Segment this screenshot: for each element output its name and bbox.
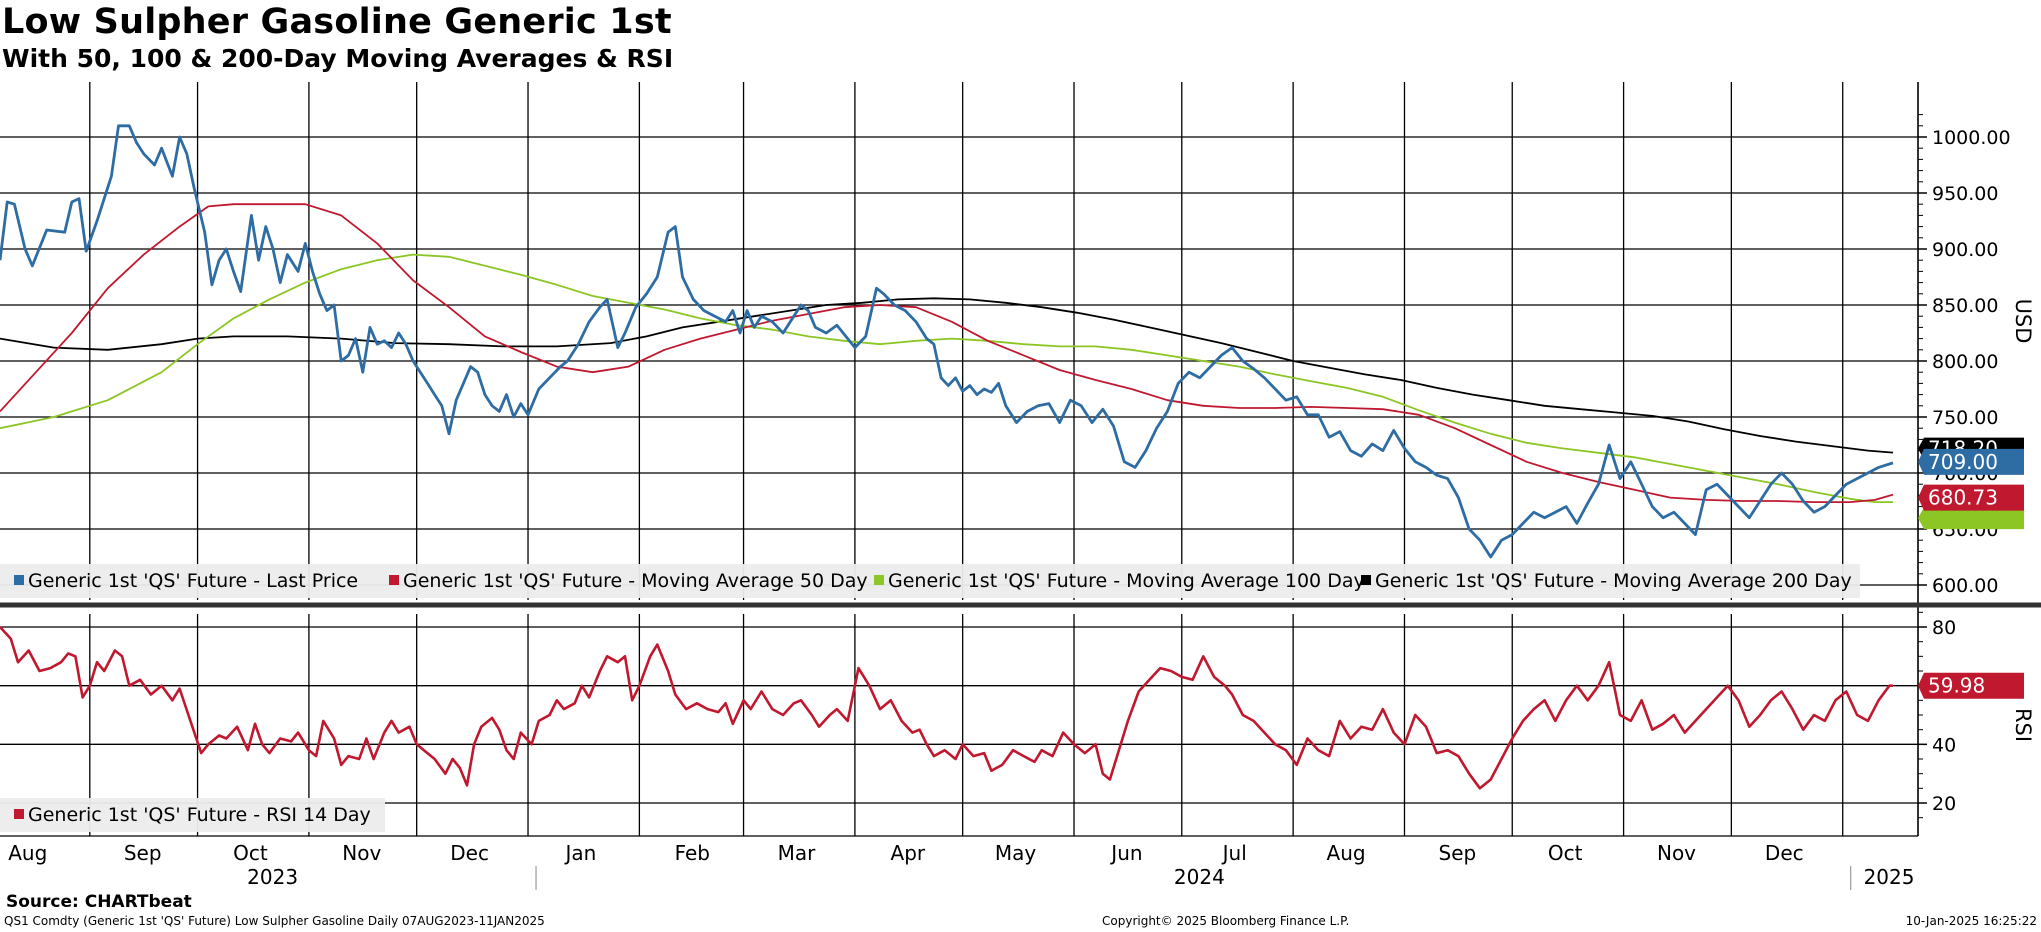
x-month-label: Nov [1657, 841, 1696, 865]
x-month-label: Sep [124, 841, 162, 865]
axes: 1000.00950.00900.00850.00800.00750.00700… [0, 82, 2041, 890]
last-value-tag-price [1918, 448, 2024, 475]
last-value-tag-ma50 [1918, 484, 2024, 511]
y-axis-title-usd: USD [2011, 299, 2035, 344]
y-tick-label: 750.00 [1932, 407, 1998, 429]
x-month-label: Aug [8, 841, 47, 865]
y-tick-label: 850.00 [1932, 295, 1998, 317]
y-tick-label: 900.00 [1932, 239, 1998, 261]
last-value-tag-ma100 [1918, 507, 2024, 530]
x-month-label: May [995, 841, 1037, 865]
y-tick-label: 600.00 [1932, 575, 1998, 597]
legend-label: Generic 1st 'QS' Future - Moving Average… [403, 570, 868, 592]
ticker-info: QS1 Comdty (Generic 1st 'QS' Future) Low… [4, 914, 545, 928]
x-month-label: Nov [342, 841, 381, 865]
legend-swatch [389, 575, 399, 585]
ma200-line [0, 297, 1894, 454]
x-month-label: Oct [233, 841, 268, 865]
x-month-label: Oct [1548, 841, 1583, 865]
y-tick-label: 80 [1932, 617, 1956, 639]
x-month-label: Jun [1109, 841, 1142, 865]
x-year-label: 2025 [1864, 865, 1915, 889]
x-month-label: Sep [1439, 841, 1477, 865]
price-line [0, 124, 1894, 559]
last-value-text-rsi: 59.98 [1928, 674, 1985, 698]
y-tick-label: 20 [1932, 793, 1956, 815]
x-month-label: Dec [1765, 841, 1804, 865]
y-tick-label: 1000.00 [1932, 127, 2011, 149]
y-axis-title-rsi: RSI [2011, 708, 2035, 742]
last-value-tag-rsi [1918, 672, 2024, 699]
last-value-text-price: 709.00 [1928, 450, 1998, 474]
chart-subtitle: With 50, 100 & 200-Day Moving Averages &… [2, 44, 674, 73]
x-month-label: Jul [1221, 841, 1247, 865]
x-month-label: Mar [778, 841, 817, 865]
upper-legend: Generic 1st 'QS' Future - Last Price Gene… [0, 564, 1860, 598]
legend-label: Generic 1st 'QS' Future - RSI 14 Day [28, 804, 371, 826]
source-label: Source: CHARTbeat [6, 892, 192, 912]
y-tick-label: 40 [1932, 734, 1956, 756]
rsi-line [0, 626, 1893, 790]
legend-background [0, 798, 385, 832]
x-year-label: 2023 [247, 865, 298, 889]
x-month-label: Apr [891, 841, 926, 865]
x-year-label: 2024 [1174, 865, 1225, 889]
legend-swatch [14, 809, 24, 819]
y-tick-label: 950.00 [1932, 183, 1998, 205]
x-month-label: Jan [564, 841, 597, 865]
copyright: Copyright© 2025 Bloomberg Finance L.P. [1102, 914, 1350, 928]
upper-series-lines [0, 124, 1894, 559]
upper-gridlines [0, 82, 1918, 600]
chart-title: Low Sulpher Gasoline Generic 1st [2, 2, 672, 42]
x-month-label: Feb [675, 841, 710, 865]
timestamp: 10-Jan-2025 16:25:22 [1905, 914, 2037, 928]
ma100-line [0, 253, 1893, 503]
legend-background [0, 564, 1860, 598]
legend-swatch [1361, 575, 1371, 585]
lower-legend: Generic 1st 'QS' Future - RSI 14 Day [0, 798, 385, 832]
legend-swatch [14, 575, 24, 585]
x-month-label: Dec [450, 841, 489, 865]
legend-label: Generic 1st 'QS' Future - Moving Average… [888, 570, 1365, 592]
y-tick-label: 800.00 [1932, 351, 1998, 373]
legend-label: Generic 1st 'QS' Future - Moving Average… [1375, 570, 1852, 592]
last-value-text-ma50: 680.73 [1928, 486, 1998, 510]
legend-label: Generic 1st 'QS' Future - Last Price [28, 570, 358, 592]
x-month-label: Aug [1327, 841, 1366, 865]
legend-swatch [874, 575, 884, 585]
lower-series-lines [0, 626, 1893, 790]
